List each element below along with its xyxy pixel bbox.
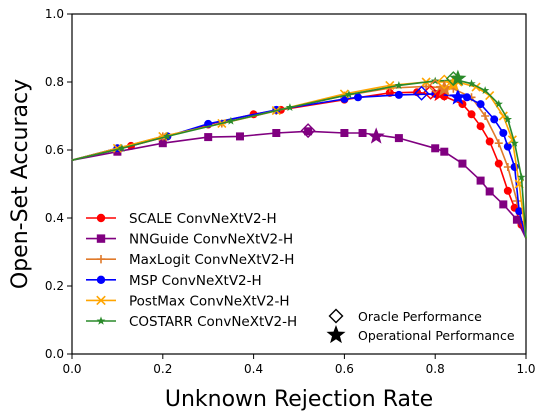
data-point [204, 133, 213, 142]
legend-label: COSTARR ConvNeXtV2-H [129, 314, 297, 330]
plot-frame [71, 13, 527, 355]
data-point [481, 112, 490, 120]
y-axis-ticks: 0.0 0.2 0.4 0.6 0.8 1.0 [45, 7, 72, 361]
x-tick-label: 1.0 [516, 362, 535, 376]
marker-legend-symbol [328, 308, 344, 324]
legend-entry: MSP ConvNeXtV2-H [86, 273, 262, 289]
data-point [354, 93, 363, 102]
legend-marker [96, 316, 106, 325]
data-point [476, 176, 485, 185]
data-point [480, 86, 490, 95]
data-point [499, 200, 508, 209]
marker-legend-entry: Oracle Performance [328, 308, 482, 324]
data-point [494, 159, 503, 168]
data-point [458, 159, 467, 168]
data-point [340, 129, 349, 137]
legend-entry: COSTARR ConvNeXtV2-H [86, 314, 297, 330]
data-point [235, 132, 244, 141]
oracle-marker [414, 85, 430, 101]
data-point [163, 132, 172, 140]
legend-entry: MaxLogit ConvNeXtV2-H [86, 252, 294, 268]
legend-marker [96, 295, 106, 306]
x-axis-title: Unknown Rejection Rate [165, 387, 433, 412]
legend-label: MaxLogit ConvNeXtV2-H [129, 252, 294, 268]
legend-marker [96, 255, 106, 264]
marker-legend-symbol [326, 325, 346, 344]
data-point [344, 90, 354, 99]
x-tick-label: 0.8 [426, 362, 445, 376]
data-point [499, 129, 508, 137]
operational-marker [449, 88, 467, 105]
legend-entry: PostMax ConvNeXtV2-H [86, 293, 289, 309]
x-tick-label: 0.4 [244, 362, 263, 376]
legend: SCALE ConvNeXtV2-H NNGuide ConvNeXtV2-H Ma… [86, 211, 297, 330]
marker-legend-label: Operational Performance [358, 328, 515, 343]
data-point [503, 115, 513, 123]
data-point [512, 197, 521, 205]
y-axis-title: Open-Set Accuracy [8, 79, 33, 289]
data-point [358, 129, 367, 137]
data-point [485, 137, 494, 146]
data-point [440, 147, 449, 156]
legend-marker [96, 234, 106, 243]
y-tick-label: 0.6 [45, 143, 64, 157]
y-tick-label: 0.2 [45, 279, 64, 293]
data-point [394, 81, 404, 89]
operational-marker [444, 74, 462, 91]
data-point [515, 207, 524, 216]
x-axis-ticks: 0.0 0.2 0.4 0.6 0.8 1.0 [62, 354, 536, 376]
special-markers-layer [300, 69, 467, 144]
legend-entry: SCALE ConvNeXtV2-H [86, 211, 277, 227]
y-tick-label: 0.0 [45, 347, 64, 361]
oracle-marker [423, 84, 439, 100]
data-point [503, 163, 512, 171]
data-point [485, 187, 494, 196]
data-point [304, 127, 313, 136]
data-point [494, 99, 503, 108]
data-point [490, 115, 499, 124]
legend-label: SCALE ConvNeXtV2-H [129, 211, 277, 227]
data-point [494, 139, 503, 148]
y-tick-label: 0.8 [45, 75, 64, 89]
data-point [431, 144, 440, 153]
data-point [394, 90, 403, 99]
marker-legend: Oracle Performance Operational Performanc… [326, 308, 515, 344]
data-point [285, 103, 295, 112]
marker-legend-label: Oracle Performance [358, 309, 482, 324]
marker-legend-entry: Operational Performance [326, 325, 515, 344]
oracle-marker [300, 123, 316, 139]
data-point [158, 139, 167, 148]
operational-marker [449, 69, 467, 86]
legend-marker [96, 213, 106, 223]
legend-label: MSP ConvNeXtV2-H [129, 273, 262, 289]
legend-label: NNGuide ConvNeXtV2-H [129, 232, 293, 248]
x-tick-label: 0.0 [62, 362, 81, 376]
data-point [517, 172, 526, 181]
series-line [71, 79, 527, 239]
legend-entry: NNGuide ConvNeXtV2-H [86, 232, 293, 248]
data-point [476, 122, 485, 131]
operational-marker [367, 127, 385, 144]
data-point [467, 110, 476, 119]
y-tick-label: 1.0 [45, 7, 64, 21]
data-point [512, 215, 521, 224]
data-point [467, 79, 476, 88]
data-point [503, 142, 512, 151]
data-point [226, 116, 236, 125]
data-point [394, 134, 403, 143]
data-point [272, 129, 281, 137]
x-tick-label: 0.2 [153, 362, 172, 376]
y-tick-label: 0.4 [45, 211, 64, 225]
data-point [503, 186, 512, 195]
data-point [476, 100, 485, 109]
operational-marker [431, 84, 449, 102]
legend-marker [96, 275, 106, 284]
x-tick-label: 0.6 [335, 362, 354, 376]
legend-label: PostMax ConvNeXtV2-H [129, 293, 289, 309]
data-point [117, 143, 127, 152]
data-point [510, 138, 519, 147]
series-layer [71, 75, 527, 239]
